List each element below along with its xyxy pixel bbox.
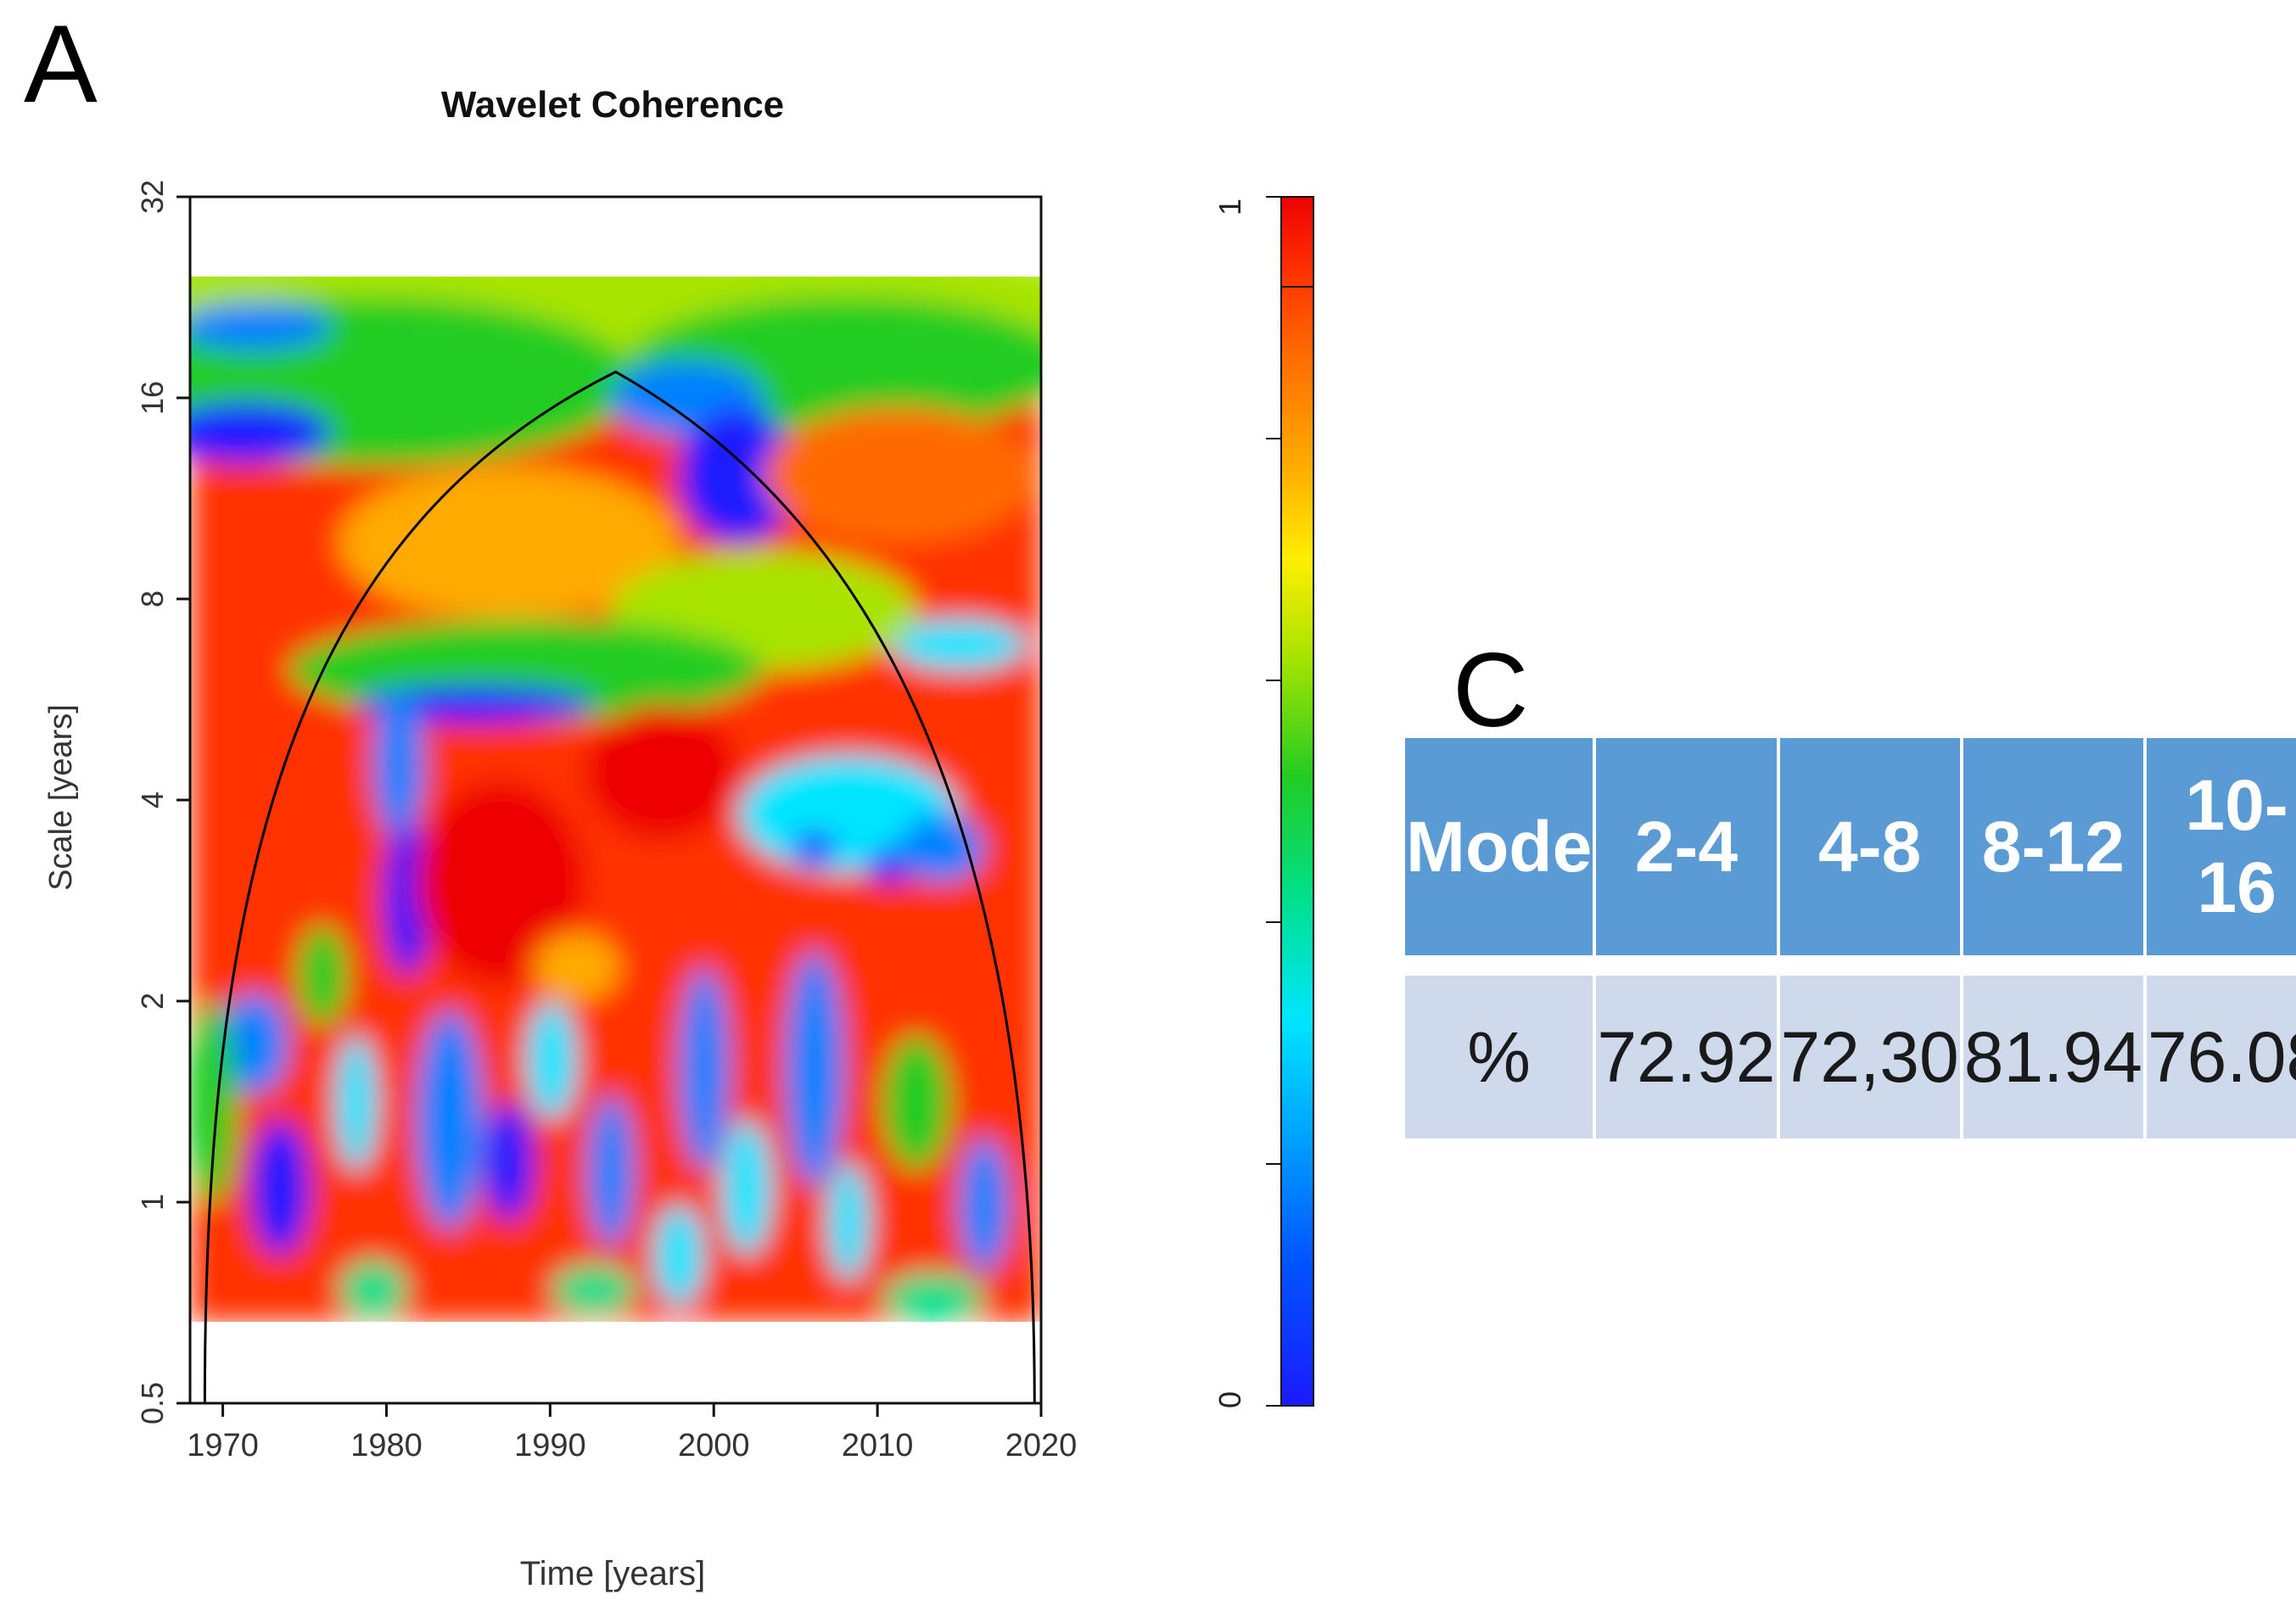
chart-title: Wavelet Coherence [441, 84, 784, 126]
table-header-cell: Mode [1405, 738, 1593, 955]
x-tick-label: 1970 [187, 1428, 259, 1463]
colorbar-label-min: 0 [1212, 1391, 1247, 1408]
y-tick-label: 8 [135, 590, 170, 607]
table-header-cell: 4-8 [1779, 738, 1960, 955]
x-tick-label: 1980 [350, 1428, 423, 1463]
y-tick-label: 16 [135, 381, 170, 415]
table-cell: 76.08 [2146, 976, 2296, 1139]
table-header-row: Mode 2-4 4-8 8-12 10-16 [1405, 738, 2296, 955]
coherence-heatmap [191, 277, 1042, 1322]
x-axis-label: Time [years] [520, 1555, 706, 1592]
y-tick-label: 32 [135, 180, 170, 214]
panel-label-c: C [1453, 632, 1529, 749]
x-tick-label: 1990 [514, 1428, 586, 1463]
y-tick-label: 0.5 [135, 1382, 170, 1424]
colorbar-label-max: 1 [1212, 199, 1247, 215]
table-cell: 81.94 [1963, 976, 2143, 1139]
x-tick-label: 2010 [842, 1428, 914, 1463]
y-axis-label: Scale [years] [43, 704, 79, 891]
table-header-cell: 2-4 [1596, 738, 1777, 955]
cone-of-influence [203, 370, 1036, 1404]
x-axis: 1970 1980 1990 2000 2010 2020 [187, 1403, 1077, 1463]
x-tick-label: 2020 [1005, 1428, 1078, 1463]
table-cell: % [1405, 976, 1593, 1139]
colorbar [1280, 196, 1314, 1407]
y-tick-label: 4 [135, 792, 170, 808]
y-axis: 0.5 1 2 4 8 16 32 [135, 180, 190, 1424]
y-tick-label: 1 [135, 1194, 170, 1211]
table-row: % 72.92 72,30 81.94 76.08 [1405, 976, 2296, 1139]
table-cell: 72.92 [1596, 976, 1777, 1139]
table-cell: 72,30 [1779, 976, 1960, 1139]
x-tick-label: 2000 [678, 1428, 750, 1463]
panel-label-a: A [24, 2, 98, 126]
mode-coherence-table: Mode 2-4 4-8 8-12 10-16 % 72.92 72,30 81… [1402, 735, 2296, 1142]
table-header-cell: 10-16 [2146, 738, 2296, 955]
colorbar-axis [1266, 196, 1313, 1407]
y-tick-label: 2 [135, 993, 170, 1010]
table-header-cell: 8-12 [1963, 738, 2143, 955]
